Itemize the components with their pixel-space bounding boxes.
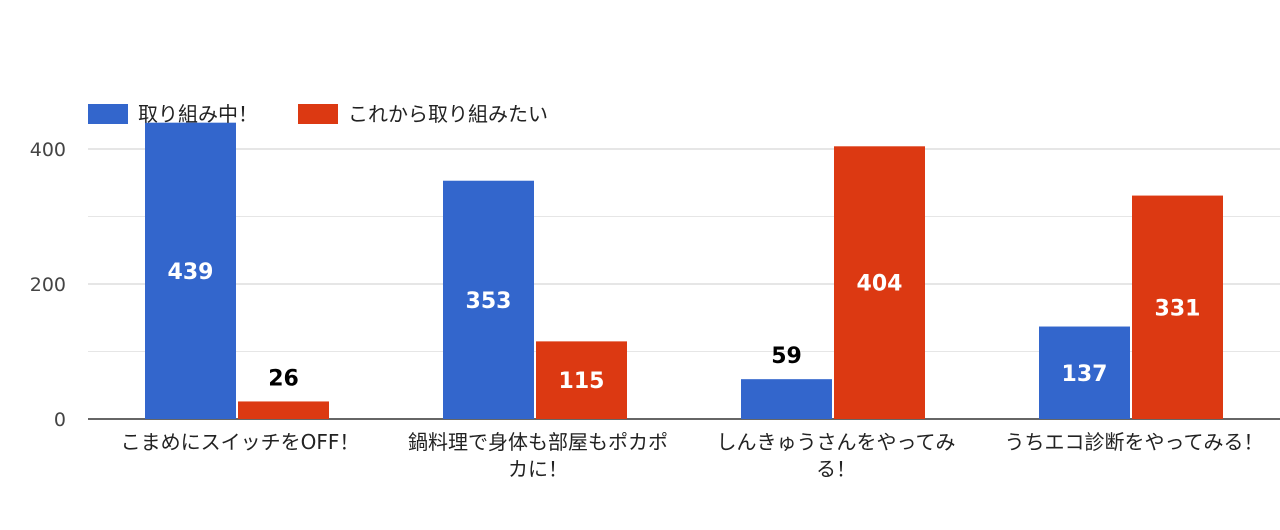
y-tick-label: 400 xyxy=(30,139,66,161)
y-tick-label: 0 xyxy=(54,409,66,431)
bar-want-to-try[interactable] xyxy=(1132,195,1223,419)
x-axis: こまめにスイッチをOFF！ 鍋料理で身体も部屋もポカポカに！ しんきゅうさんをやって… xyxy=(121,430,1264,481)
bar-value-label: 137 xyxy=(1062,362,1108,387)
bar-value-label: 59 xyxy=(771,344,802,369)
bar-want-to-try[interactable] xyxy=(536,341,627,419)
bar-in-progress[interactable] xyxy=(145,122,236,420)
bar-in-progress[interactable] xyxy=(443,180,534,419)
legend-swatch xyxy=(298,104,338,124)
bar-value-label: 404 xyxy=(857,272,903,297)
bars xyxy=(145,122,1223,420)
bar-want-to-try[interactable] xyxy=(834,146,925,420)
bar-value-label: 353 xyxy=(466,289,512,314)
bar-value-label: 115 xyxy=(559,369,605,394)
data-labels: 439 26 353 115 59 404 137 331 xyxy=(168,260,1201,394)
legend-label: これから取り組みたい xyxy=(348,102,548,126)
x-category-label: 鍋料理で身体も部屋もポカポカに！ xyxy=(408,430,668,481)
x-category-label: うちエコ診断をやってみる！ xyxy=(1005,430,1264,454)
legend-swatch xyxy=(88,104,128,124)
bar-in-progress[interactable] xyxy=(1039,326,1130,419)
gridlines xyxy=(88,148,1280,352)
bar-value-label: 439 xyxy=(168,260,214,285)
legend-label: 取り組み中！ xyxy=(138,102,258,126)
bar-value-label: 26 xyxy=(268,366,299,391)
bar-want-to-try[interactable] xyxy=(238,401,329,419)
legend-item[interactable]: これから取り組みたい xyxy=(298,102,548,126)
bar-in-progress[interactable] xyxy=(741,379,832,419)
bar-value-label: 331 xyxy=(1155,296,1201,321)
legend[interactable]: 取り組み中！ これから取り組みたい xyxy=(88,102,548,126)
x-category-label: しんきゅうさんをやってみる！ xyxy=(717,430,956,481)
legend-item[interactable]: 取り組み中！ xyxy=(88,102,258,126)
y-tick-label: 200 xyxy=(30,274,66,296)
x-category-label: こまめにスイッチをOFF！ xyxy=(121,430,360,454)
